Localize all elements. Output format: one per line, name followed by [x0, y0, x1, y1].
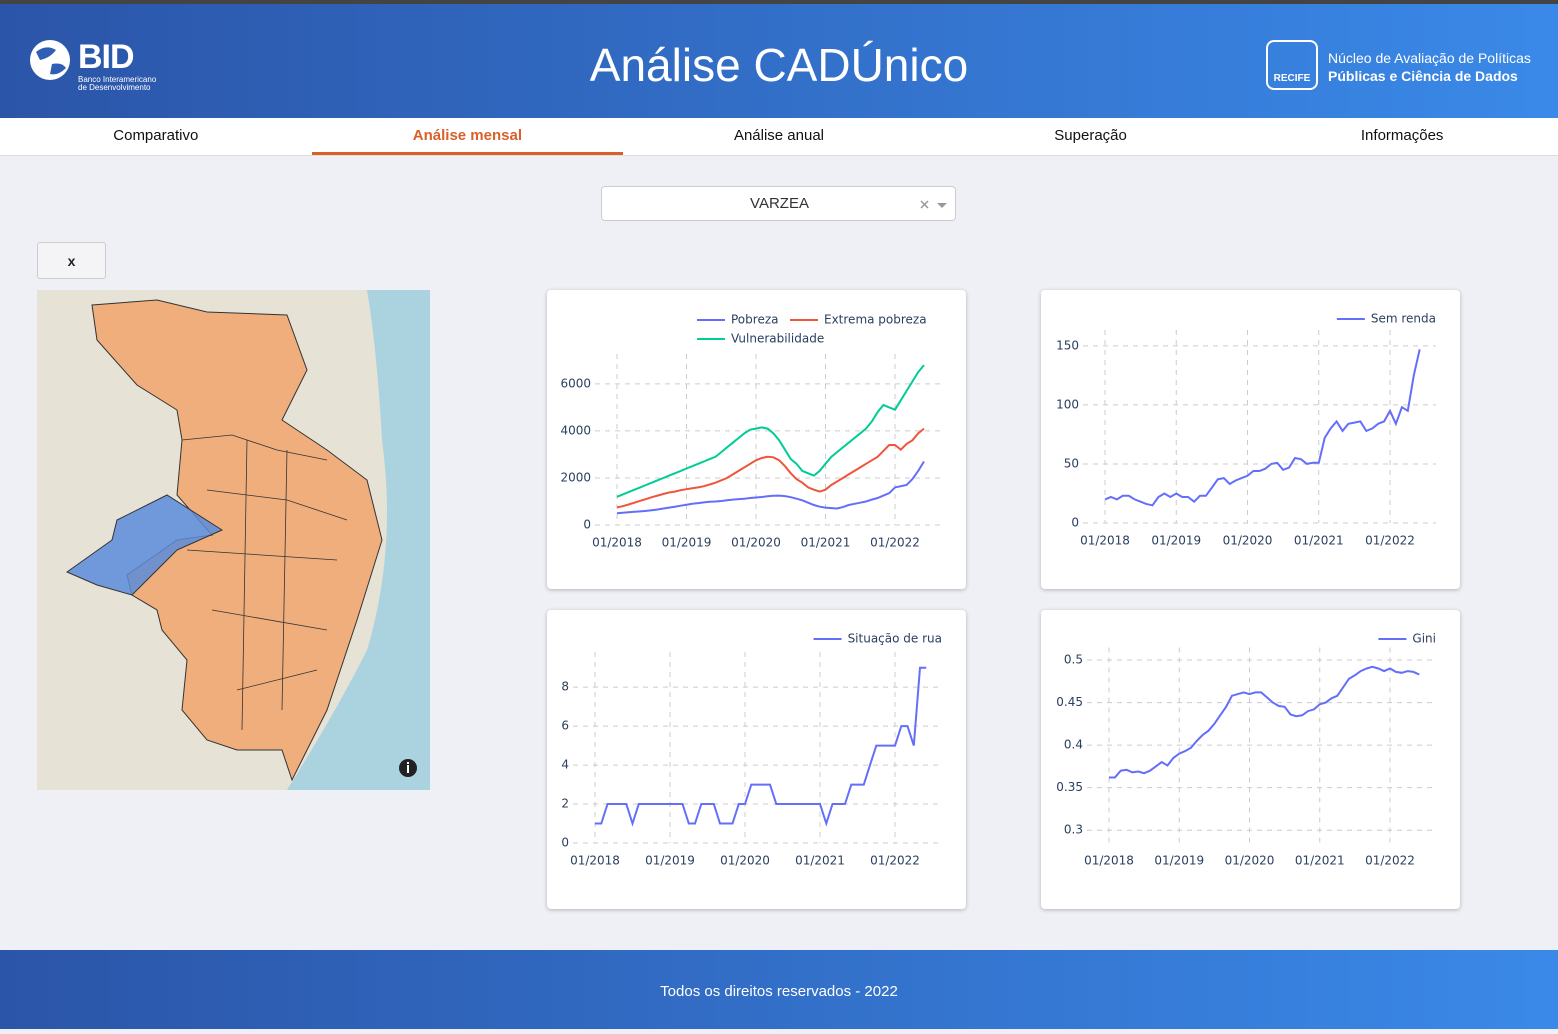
x-tick-label: 01/2021 — [1294, 534, 1344, 548]
recife-label: RECIFE — [1273, 73, 1311, 84]
x-tick-label: 01/2020 — [731, 536, 781, 550]
tab[interactable]: Análise anual — [733, 127, 825, 144]
recife-badge: RECIFE — [1266, 40, 1318, 90]
legend-label: Pobreza — [731, 313, 778, 327]
y-tick-label: 2 — [561, 797, 569, 811]
header: BID Banco Interamericano de Desenvolvimen… — [0, 0, 1558, 118]
x-tick-label: 01/2021 — [801, 536, 851, 550]
x-tick-label: 01/2019 — [1154, 854, 1204, 868]
x-tick-label: 01/2020 — [1223, 534, 1273, 548]
y-tick-label: 0.4 — [1064, 738, 1083, 752]
bid-logo: BID — [78, 38, 135, 76]
x-tick-label: 01/2022 — [870, 854, 920, 868]
tab[interactable]: Superação — [1054, 127, 1127, 144]
x-tick-label: 01/2019 — [645, 854, 695, 868]
dropdown-icons — [920, 200, 947, 209]
chart: 0 2 4 6 8 01/2018 01/2019 01/2020 01/2021 01/2022… — [561, 632, 942, 868]
x-tick-label: 01/2020 — [720, 854, 770, 868]
x-tick-label: 01/2022 — [870, 536, 920, 550]
page-title: Análise CADÚnico — [589, 39, 969, 91]
legend-label: Sem renda — [1371, 312, 1436, 326]
bid-subtitle: Banco Interamericano de Desenvolvimento — [78, 76, 156, 92]
dropdown-value: VARZEA — [750, 195, 809, 212]
x-tick-label: 01/2021 — [795, 854, 845, 868]
x-tick-label: 01/2022 — [1365, 854, 1415, 868]
y-tick-label: 0.5 — [1064, 653, 1083, 667]
y-tick-label: 0 — [561, 836, 569, 850]
chart-card: 0 50 100 150 01/2018 01/2019 01/2020 01/2021 01/… — [1041, 290, 1460, 589]
dropdown[interactable]: VARZEA — [601, 186, 956, 221]
y-tick-label: 100 — [1056, 397, 1079, 411]
map[interactable] — [37, 290, 430, 790]
legend-label: Situação de rua — [848, 632, 942, 646]
series-line — [616, 427, 925, 509]
y-tick-label: 0.35 — [1056, 780, 1083, 794]
y-tick-label: 8 — [561, 680, 569, 694]
y-tick-label: 4000 — [560, 423, 591, 437]
footer: Todos os direitos reservados - 2022 — [0, 950, 1558, 1029]
bid-subtitle-line: de Desenvolvimento — [78, 83, 151, 92]
chart-card: 0 2000 4000 6000 01/2018 01/2019 01/2020 01/202… — [547, 290, 966, 589]
chart: 0 50 100 150 01/2018 01/2019 01/2020 01/2021 01/… — [1056, 312, 1436, 548]
x-tick-label: 01/2021 — [1295, 854, 1345, 868]
x-tick-label: 01/2019 — [1151, 534, 1201, 548]
series-line — [595, 666, 927, 827]
x-tick-label: 01/2018 — [1084, 854, 1134, 868]
tab[interactable]: Comparativo — [113, 127, 199, 144]
nucleo-line: Núcleo de Avaliação de Políticas — [1328, 50, 1531, 66]
x-tick-label: 01/2018 — [592, 536, 642, 550]
bid-logo-icon — [30, 40, 70, 80]
close-button[interactable]: x — [37, 242, 106, 279]
y-tick-label: 0 — [1071, 516, 1079, 530]
y-tick-label: 0 — [583, 518, 591, 532]
chart-card: 0 2 4 6 8 01/2018 01/2019 01/2020 01/2021 01/2022… — [547, 610, 966, 909]
y-tick-label: 0.45 — [1056, 695, 1083, 709]
legend-label: Gini — [1412, 632, 1436, 646]
series-line — [616, 364, 925, 498]
x-tick-label: 01/2018 — [570, 854, 620, 868]
chart-card: 0.3 0.35 0.4 0.45 0.5 01/2018 01/2019 01/2020 01… — [1041, 610, 1460, 909]
x-tick-label: 01/2020 — [1225, 854, 1275, 868]
chart: 0 2000 4000 6000 01/2018 01/2019 01/2020 01/202… — [560, 313, 942, 550]
legend-label: Extrema pobreza — [824, 313, 927, 327]
bid-subtitle-line: Banco Interamericano — [78, 75, 157, 84]
series-line — [616, 460, 925, 515]
tab[interactable]: Informações — [1360, 127, 1444, 144]
series-line — [1109, 665, 1420, 779]
y-tick-label: 2000 — [560, 470, 591, 484]
chart: 0.3 0.35 0.4 0.45 0.5 01/2018 01/2019 01/2020 01… — [1056, 632, 1436, 868]
y-tick-label: 150 — [1056, 338, 1079, 352]
tab-bar: Comparativo Análise mensal Análise anual Su… — [0, 118, 1558, 156]
x-tick-label: 01/2022 — [1365, 534, 1415, 548]
tab[interactable]: Análise mensal — [311, 118, 624, 155]
nucleo-line: Públicas e Ciência de Dados — [1328, 68, 1518, 84]
x-tick-label: 01/2019 — [662, 536, 712, 550]
y-tick-label: 4 — [561, 758, 569, 772]
series-line — [1104, 349, 1421, 507]
y-tick-label: 50 — [1064, 456, 1079, 470]
legend-label: Vulnerabilidade — [731, 332, 824, 346]
y-tick-label: 6 — [561, 719, 569, 733]
y-tick-label: 6000 — [560, 376, 591, 390]
y-tick-label: 0.3 — [1064, 823, 1083, 837]
x-tick-label: 01/2018 — [1080, 534, 1130, 548]
nucleo-logo: Núcleo de Avaliação de Políticas Públicas… — [1328, 49, 1531, 85]
